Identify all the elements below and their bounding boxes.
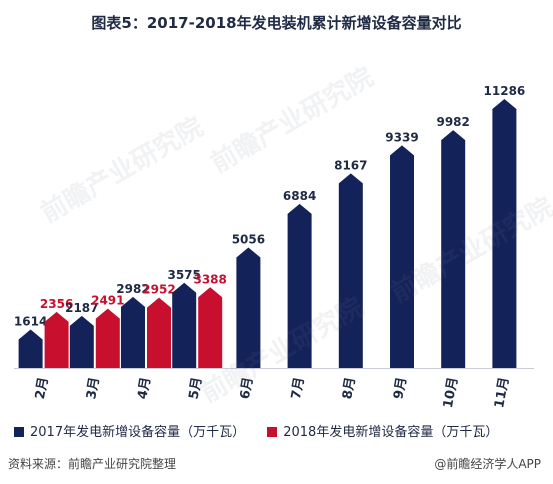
legend-label-2017: 2017年发电新增设备容量（万千瓦）: [30, 425, 246, 440]
bar-2017: [69, 315, 94, 368]
x-tick-label: 9月: [391, 376, 410, 400]
legend-label-2018: 2018年发电新增设备容量（万千瓦）: [283, 425, 499, 440]
legend-swatch-2018: [267, 427, 278, 437]
data-label: 3575: [167, 268, 200, 282]
bar-2018: [95, 308, 120, 368]
x-tick-label: 5月: [187, 376, 206, 400]
data-label: 11286: [484, 84, 526, 98]
bar-2017: [441, 130, 466, 368]
legend-item-2017: 2017年发电新增设备容量（万千瓦）: [14, 421, 245, 440]
bar-2017: [18, 329, 43, 368]
bar-2017: [121, 296, 145, 368]
bar-2017: [492, 99, 517, 368]
data-label: 6884: [283, 189, 316, 203]
data-label: 5056: [232, 232, 265, 246]
data-label: 9339: [385, 130, 418, 144]
x-tick-label: 4月: [135, 376, 154, 400]
x-tick-label: 11月: [492, 376, 512, 409]
bar-2017: [338, 173, 363, 368]
data-label: 9982: [436, 115, 469, 129]
data-label: 2187: [65, 301, 98, 315]
x-tick-label: 3月: [84, 376, 103, 400]
bar-2018: [44, 311, 69, 368]
brand-credit: @前瞻经济学人APP: [434, 457, 541, 471]
bar-2017: [287, 203, 312, 368]
legend-swatch-2017: [14, 427, 24, 437]
data-label: 3388: [193, 272, 226, 286]
data-label: 2491: [91, 294, 124, 308]
bar-2017: [172, 282, 197, 368]
data-label: 2952: [142, 283, 175, 297]
legend-item-2018: 2018年发电新增设备容量（万千瓦）: [267, 421, 498, 440]
bar-2017: [390, 145, 414, 368]
bar-2017: [236, 247, 261, 368]
x-tick-label: 7月: [289, 376, 308, 400]
chart-title: 图表5：2017-2018年发电装机累计新增设备容量对比: [91, 14, 462, 32]
bar-2018: [198, 287, 223, 368]
chart-legend: 2017年发电新增设备容量（万千瓦） 2018年发电新增设备容量（万千瓦）: [14, 421, 516, 440]
data-label: 2356: [40, 297, 73, 311]
x-tick-label: 10月: [441, 376, 461, 409]
source-note: 资料来源：前瞻产业研究院整理: [8, 457, 177, 471]
bar-2018: [147, 297, 171, 368]
data-label: 1614: [14, 315, 47, 329]
x-tick-label: 6月: [238, 376, 257, 400]
data-label: 2982: [116, 282, 149, 296]
x-tick-label: 2月: [33, 376, 52, 400]
data-label: 8167: [334, 158, 367, 172]
x-tick-label: 8月: [340, 376, 359, 400]
